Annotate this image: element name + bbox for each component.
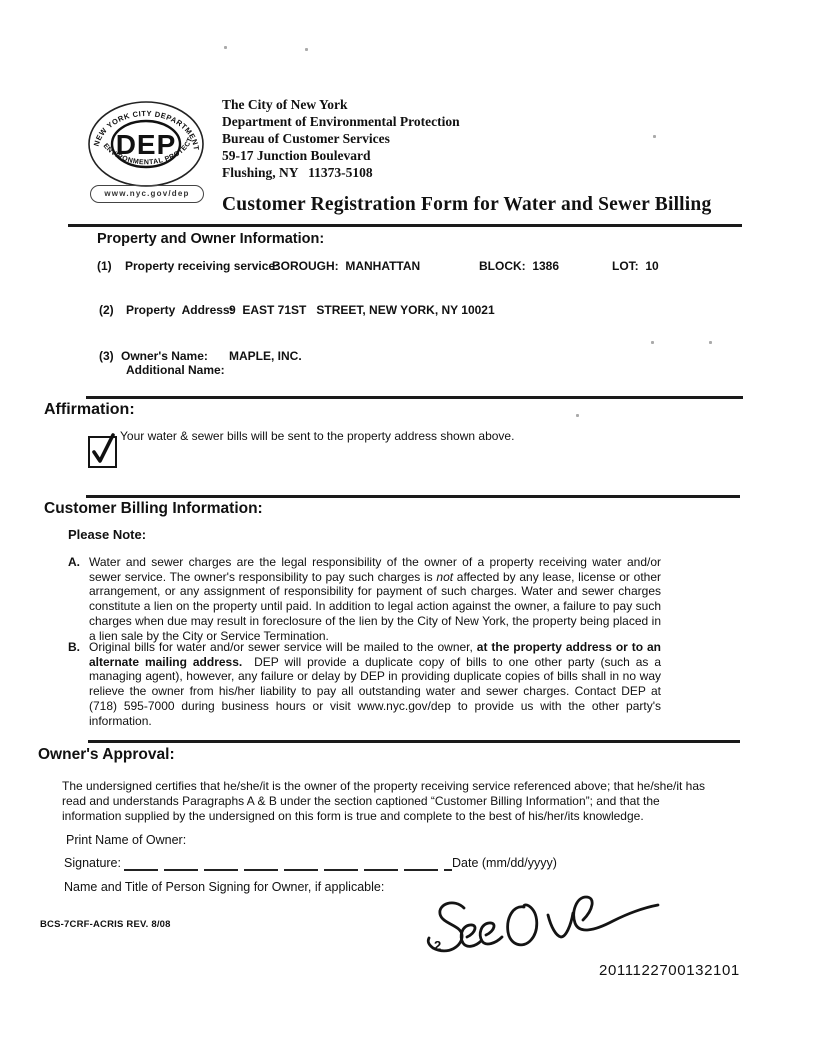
note-b-text-post: DEP will provide a duplicate copy of bil… xyxy=(89,654,668,728)
lot-value: LOT: 10 xyxy=(612,259,659,273)
checkmark-icon xyxy=(92,433,115,463)
agency-line: The City of New York xyxy=(222,97,348,112)
print-name-label: Print Name of Owner: xyxy=(66,833,187,847)
document-number: 2011122700132101 xyxy=(599,962,740,979)
row1-label: Property receiving service: xyxy=(125,259,280,273)
billing-rule xyxy=(86,495,740,498)
scan-speck xyxy=(224,46,227,49)
affirmation-text: Your water & sewer bills will be sent to… xyxy=(120,429,515,443)
property-section-heading: Property and Owner Information: xyxy=(97,231,325,247)
affirmation-rule xyxy=(86,396,743,399)
scan-speck xyxy=(709,341,712,344)
title-rule xyxy=(68,224,742,227)
owner-name-value: MAPLE, INC. xyxy=(229,349,302,363)
please-note-label: Please Note: xyxy=(68,527,147,542)
scan-speck xyxy=(651,341,654,344)
handwritten-note-see-over xyxy=(420,888,665,966)
affirmation-checkbox[interactable] xyxy=(88,433,117,468)
row1-number: (1) xyxy=(97,259,112,273)
row3-label: Owner's Name: xyxy=(121,349,208,363)
billing-heading: Customer Billing Information: xyxy=(44,500,263,517)
note-a-text-post: affected by any lease, license or other … xyxy=(89,569,665,643)
agency-line: 59-17 Junction Boulevard xyxy=(222,148,371,163)
date-label: Date (mm/dd/yyyy) xyxy=(452,856,557,870)
agency-address-block: The City of New York Department of Envir… xyxy=(222,96,460,181)
agency-line: Flushing, NY 11373-5108 xyxy=(222,165,373,180)
signature-label: Signature: xyxy=(64,856,121,870)
additional-name-label: Additional Name: xyxy=(126,363,225,377)
form-title: Customer Registration Form for Water and… xyxy=(222,194,712,215)
scan-speck xyxy=(576,414,579,417)
borough-value: BOROUGH: MANHATTAN xyxy=(272,259,421,273)
page-number: 2 xyxy=(434,938,442,953)
billing-note-a: A. Water and sewer charges are the legal… xyxy=(68,555,665,643)
logo-dep-text: DEP xyxy=(116,129,177,160)
note-b-label: B. xyxy=(68,640,80,654)
scan-speck xyxy=(653,135,656,138)
note-b-text-pre: Original bills for water and/or sewer se… xyxy=(89,640,477,654)
logo-url-text: www.nyc.gov/dep xyxy=(104,189,190,198)
note-a-label: A. xyxy=(68,555,80,569)
scan-speck xyxy=(305,48,308,51)
logo-url-pill: www.nyc.gov/dep xyxy=(90,185,204,203)
dep-logo: NEW YORK CITY DEPARTMENT OF ENVIRONMENTA… xyxy=(83,93,206,202)
row2-label: Property Address: xyxy=(126,303,234,317)
signature-line xyxy=(124,869,452,871)
block-value: BLOCK: 1386 xyxy=(479,259,560,273)
property-address-value: 9 EAST 71ST STREET, NEW YORK, NY 10021 xyxy=(229,303,495,317)
billing-note-b: B. Original bills for water and/or sewer… xyxy=(68,640,661,728)
note-a-text-italic: not xyxy=(436,569,454,584)
approval-certification: The undersigned certifies that he/she/it… xyxy=(62,779,706,823)
row2-number: (2) xyxy=(99,303,114,317)
approval-heading: Owner's Approval: xyxy=(38,746,175,763)
agency-line: Bureau of Customer Services xyxy=(222,131,390,146)
note-a-text-pre: Water and sewer charges are the legal re… xyxy=(89,555,665,584)
row3-number: (3) xyxy=(99,349,114,363)
approval-rule xyxy=(88,740,740,743)
form-code: BCS-7CRF-ACRIS REV. 8/08 xyxy=(40,919,171,930)
name-title-label: Name and Title of Person Signing for Own… xyxy=(64,880,385,894)
agency-line: Department of Environmental Protection xyxy=(222,114,460,129)
note-b-text-bold: at the property address or to an alterna… xyxy=(89,640,661,669)
affirmation-heading: Affirmation: xyxy=(44,401,135,418)
